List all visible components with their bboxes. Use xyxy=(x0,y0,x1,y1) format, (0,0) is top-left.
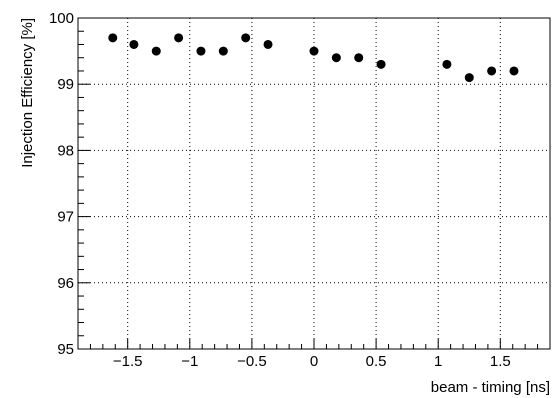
y-tick-label: 99 xyxy=(57,76,74,93)
data-point xyxy=(263,39,273,49)
y-axis-title: Injection Efficiency [%] xyxy=(19,18,36,168)
x-tick-label: 0 xyxy=(310,353,318,370)
data-point xyxy=(509,66,519,76)
data-point xyxy=(376,59,386,69)
plot-frame xyxy=(77,17,551,350)
data-point xyxy=(196,46,206,56)
y-tick-label: 98 xyxy=(57,142,74,159)
data-point xyxy=(151,46,161,56)
x-tick-label: −1 xyxy=(181,353,198,370)
y-tick-label: 97 xyxy=(57,209,74,226)
x-tick-label: 1 xyxy=(434,353,442,370)
y-tick-label: 96 xyxy=(57,275,74,292)
x-tick-label: −1.5 xyxy=(113,353,143,370)
x-axis-title: beam - timing [ns] xyxy=(431,379,550,396)
data-point xyxy=(129,39,139,49)
y-tick-label: 100 xyxy=(49,10,74,27)
data-points xyxy=(108,33,519,83)
data-point xyxy=(309,46,319,56)
data-point xyxy=(464,73,474,83)
data-point xyxy=(174,33,184,43)
x-tick-label: −0.5 xyxy=(237,353,267,370)
plot-background xyxy=(78,18,550,349)
x-tick-label: 0.5 xyxy=(366,353,387,370)
grid-lines xyxy=(78,18,550,349)
data-point xyxy=(241,33,251,43)
data-point xyxy=(487,66,497,76)
x-tick-label: 1.5 xyxy=(490,353,511,370)
data-point xyxy=(354,53,364,63)
y-tick-labels: 95 96 97 98 99 100 xyxy=(49,10,74,358)
y-tick-label: 95 xyxy=(57,341,74,358)
data-point xyxy=(218,46,228,56)
data-point xyxy=(331,53,341,63)
data-point xyxy=(108,33,118,43)
data-point xyxy=(442,59,452,69)
x-tick-labels: −1.5 −1 −0.5 0 0.5 1 1.5 xyxy=(113,353,511,370)
